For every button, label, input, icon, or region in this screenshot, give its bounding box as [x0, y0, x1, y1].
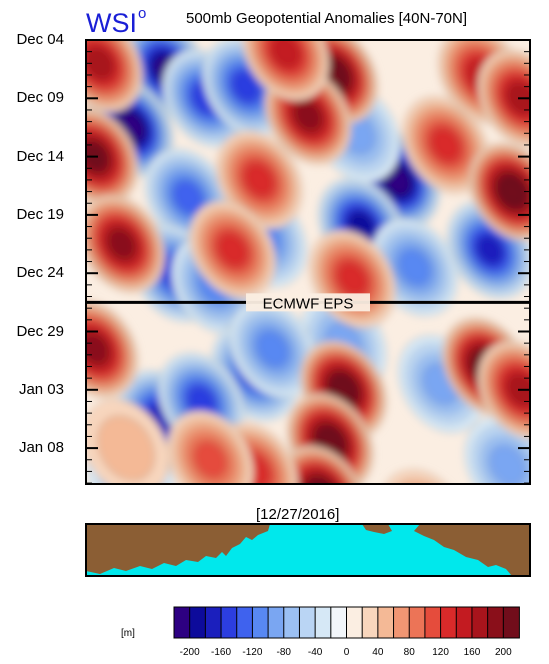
colorbar-unit: [m] — [121, 628, 135, 639]
anomaly-contour — [86, 49, 112, 78]
anomaly-contour — [97, 415, 155, 481]
colorbar-swatch — [393, 606, 411, 639]
y-axis-ticks — [86, 39, 530, 484]
colorbar-swatch — [440, 606, 458, 639]
colorbar-swatch — [236, 606, 254, 639]
anomaly-contour — [398, 249, 431, 286]
anomaly-contour — [303, 475, 339, 484]
colorbar-tick-label: 160 — [463, 647, 481, 658]
y-tick-label: Jan 08 — [18, 439, 64, 457]
colorbar-swatch — [267, 606, 285, 639]
y-tick-label: Dec 14 — [16, 147, 64, 165]
anomaly-contour — [232, 71, 260, 102]
anomaly-field — [86, 40, 530, 484]
anomaly-contour — [272, 40, 300, 67]
chart-title: 500mb Geopotential Anomalies [40N-70N] — [186, 10, 468, 27]
forecast-divider-label-bg — [246, 293, 370, 312]
anomaly-contour — [501, 179, 523, 204]
anomaly-contour — [380, 469, 467, 484]
anomaly-contour — [217, 233, 248, 267]
anomaly-contour — [307, 479, 336, 484]
colorbar-swatch — [189, 606, 207, 639]
colorbar-tick-label: -200 — [179, 647, 200, 658]
anomaly-contour — [193, 441, 227, 479]
colorbar-swatch — [220, 606, 238, 639]
anomaly-contour — [296, 102, 320, 130]
anomaly-contour — [489, 444, 527, 484]
anomaly-contour — [256, 330, 289, 368]
colorbar-tick-label: 120 — [432, 647, 449, 658]
anomaly-contour — [244, 163, 274, 197]
colorbar-tick-label: 40 — [372, 647, 384, 658]
forecast-divider-label: ECMWF EPS — [263, 295, 354, 312]
wsi-logo-text: WSI — [86, 8, 137, 38]
colorbar-swatch — [283, 606, 301, 639]
colorbar-swatch — [471, 606, 489, 639]
land-alaska — [362, 524, 392, 534]
forecast-divider: ECMWF EPS — [86, 293, 530, 312]
colorbar-swatch — [330, 606, 348, 639]
y-tick-label: Jan 03 — [18, 380, 64, 398]
colorbar-swatch — [314, 606, 332, 639]
colorbar-tick-label: -120 — [242, 647, 263, 658]
anomaly-contour — [86, 335, 107, 363]
y-tick-label: Dec 24 — [16, 264, 64, 282]
land-eurasia — [86, 524, 270, 574]
y-tick-label: Dec 04 — [16, 31, 64, 48]
anomaly-contour — [332, 377, 355, 402]
colorbar-tick-label: -40 — [307, 647, 323, 658]
map-date-label: [12/27/2016] — [256, 506, 340, 523]
colorbar-tick-label: 200 — [494, 647, 512, 658]
anomaly-contour — [109, 230, 134, 258]
colorbar-swatch — [377, 606, 395, 639]
y-tick-label: Dec 09 — [16, 89, 64, 107]
anomaly-contour — [477, 235, 503, 264]
colorbar-swatch — [408, 606, 426, 639]
colorbar-swatch — [346, 606, 364, 639]
colorbar-swatch — [298, 606, 317, 639]
colorbar-swatch — [361, 606, 379, 639]
anomaly-contour — [388, 478, 459, 484]
wsi-logo-mark: o — [138, 5, 147, 22]
anomaly-contour — [319, 430, 341, 455]
wsi-logo: WSIo — [86, 2, 146, 39]
world-map — [85, 523, 531, 577]
map-frame — [85, 523, 531, 577]
anomaly-contour — [430, 128, 461, 162]
anomaly-contour — [173, 180, 203, 214]
colorbar-swatch — [204, 606, 222, 639]
colorbar-tick-label: 80 — [403, 647, 415, 658]
colorbar-tick-label: 0 — [343, 647, 350, 658]
y-tick-label: Dec 29 — [16, 322, 64, 340]
colorbar-swatch — [502, 606, 520, 639]
colorbar-swatch — [487, 606, 505, 639]
colorbar-swatch — [251, 606, 269, 639]
colorbar-tick-label: -160 — [211, 647, 232, 658]
colorbar-swatch — [173, 606, 191, 639]
land-greenland-edge — [86, 524, 98, 531]
land-north-america — [414, 524, 530, 576]
colorbar-swatch — [424, 606, 442, 639]
colorbar-swatch — [455, 606, 473, 639]
colorbar-tick-label: -80 — [276, 647, 291, 658]
field-blobs — [86, 40, 530, 484]
y-tick-label: Dec 19 — [16, 205, 64, 223]
colorbar — [173, 606, 520, 639]
